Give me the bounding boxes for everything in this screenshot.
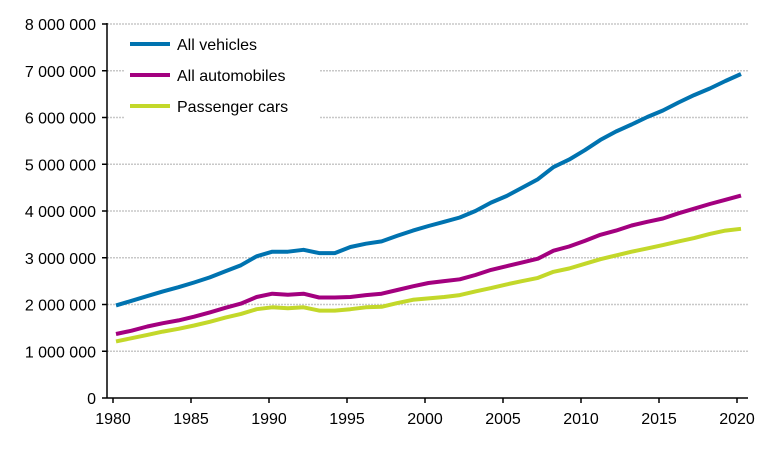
y-tick-label: 6 000 000 <box>25 111 96 128</box>
x-tick-label: 1985 <box>173 411 209 428</box>
y-tick-label: 1 000 000 <box>25 344 96 361</box>
x-tick-label: 2000 <box>407 411 443 428</box>
y-tick-label: 8 000 000 <box>25 17 96 34</box>
series-line-passenger-cars <box>115 226 742 344</box>
series-line-all-vehicles <box>115 72 742 308</box>
x-tick-label: 2015 <box>641 411 677 428</box>
y-tick-label: 0 <box>87 391 96 408</box>
legend-label: Passenger cars <box>177 99 288 116</box>
y-tick-label: 3 000 000 <box>25 251 96 268</box>
legend: All vehicles All automobiles Passenger car… <box>124 31 320 119</box>
y-tick-label: 2 000 000 <box>25 298 96 315</box>
y-tick-label: 5 000 000 <box>25 157 96 174</box>
series-line-all-automobiles <box>115 193 742 336</box>
x-tick-label: 2020 <box>719 411 755 428</box>
x-tick-label: 2005 <box>485 411 521 428</box>
legend-label: All vehicles <box>177 37 257 54</box>
y-tick-label: 7 000 000 <box>25 64 96 81</box>
x-tick-label: 1990 <box>251 411 287 428</box>
x-tick-label: 1980 <box>95 411 131 428</box>
x-tick-label: 1995 <box>329 411 365 428</box>
y-tick-label: 4 000 000 <box>25 204 96 221</box>
x-tick-label: 2010 <box>563 411 599 428</box>
series-lines <box>115 72 742 344</box>
y-axis-ticks: 0 1 000 000 2 000 000 3 000 000 4 000 000 5 0… <box>25 17 107 408</box>
legend-label: All automobiles <box>177 68 286 85</box>
x-axis-ticks: 1980 1985 1990 1995 2000 2005 2010 2015 2020 <box>95 398 755 428</box>
